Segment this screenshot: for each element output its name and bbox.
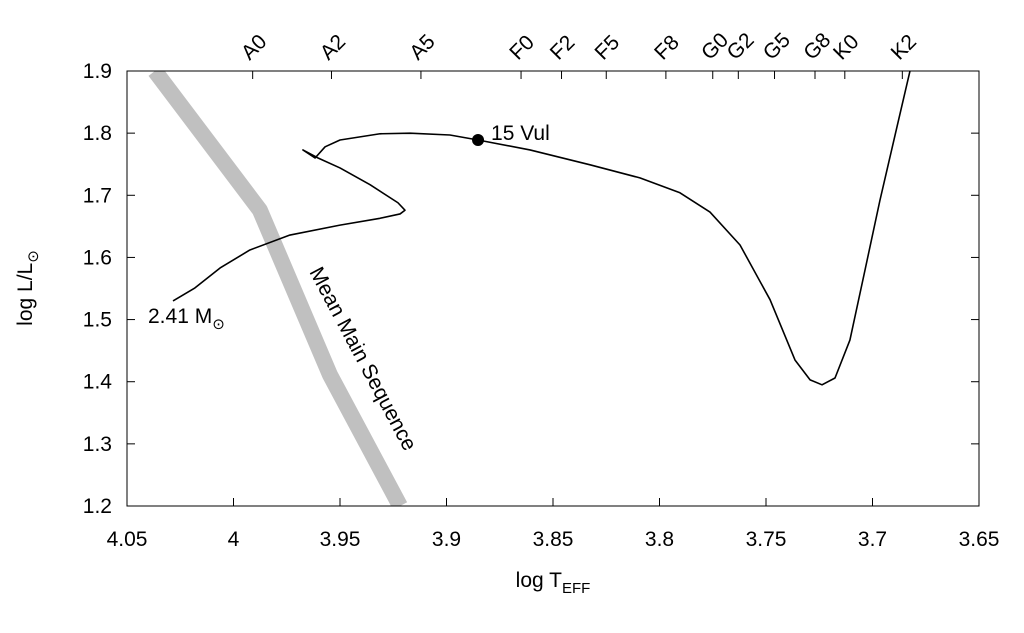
y-axis-label-main: log L/L: [14, 263, 37, 326]
top-tick-label: F5: [591, 31, 625, 65]
y-tick-label: 1.4: [83, 371, 113, 394]
y-tick-label: 1.9: [83, 60, 112, 83]
x-tick-label: 3.85: [533, 528, 574, 551]
top-tick-label: A5: [405, 30, 439, 64]
x-tick-label: 3.95: [320, 528, 361, 551]
main-sequence-band: [148, 71, 408, 506]
plot-area: [148, 71, 911, 506]
y-tick-label: 1.2: [83, 495, 112, 518]
evolution-track: [172, 71, 911, 386]
star-point: [472, 133, 485, 146]
top-tick-label: A0: [237, 30, 271, 64]
top-tick-label: G5: [759, 28, 795, 64]
plot-frame: [126, 70, 980, 507]
x-tick-label: 3.8: [645, 528, 674, 551]
track-label-main: 2.41 M: [148, 305, 212, 328]
top-tick-label: F8: [650, 31, 684, 65]
track-label-sub: ⊙: [212, 316, 225, 333]
top-tick-label: F0: [505, 31, 539, 65]
x-tick-label: 4.05: [107, 528, 148, 551]
x-axis-label: log TEFF: [516, 569, 591, 597]
y-axis-label: log L/L⊙: [14, 250, 42, 326]
track-label: 2.41 M⊙: [148, 305, 225, 333]
x-tick-label: 4: [228, 528, 240, 551]
y-tick-label: 1.6: [83, 246, 112, 269]
y-tick-label: 1.3: [83, 433, 112, 456]
x-axis-label-main: log T: [516, 569, 562, 592]
star-label: 15 Vul: [491, 122, 550, 145]
x-tick-label: 3.7: [858, 528, 887, 551]
x-axis-label-sub: EFF: [562, 580, 590, 597]
y-tick-label: 1.8: [83, 122, 112, 145]
top-tick-label: G2: [723, 28, 759, 64]
y-axis-label-sub: ⊙: [25, 250, 42, 263]
y-tick-label: 1.7: [83, 184, 112, 207]
top-tick-label: K2: [887, 30, 921, 64]
x-tick-label: 3.65: [959, 528, 1000, 551]
top-tick-label: K0: [829, 30, 863, 64]
y-tick-label: 1.5: [83, 309, 112, 332]
top-tick-label: F2: [546, 31, 580, 65]
x-tick-label: 3.75: [746, 528, 787, 551]
x-tick-label: 3.9: [432, 528, 461, 551]
top-tick-label: A2: [316, 30, 350, 64]
